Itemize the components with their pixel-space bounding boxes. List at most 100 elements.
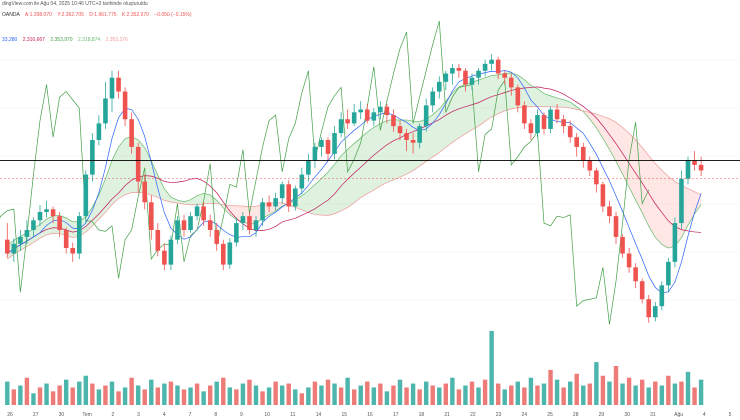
candle-body [306,160,311,175]
candle-body [129,119,134,147]
x-axis-tick-label: 17 [393,412,399,418]
candle-body [286,184,292,207]
volume-bar [338,387,344,405]
volume-bar [168,381,174,405]
ichimoku-cloud-segment [190,195,198,205]
x-axis-tick-label: 3 [137,412,140,418]
volume-bar [18,385,23,405]
volume-bar [312,381,318,405]
ichimoku-value: 33,280 [2,37,18,43]
candle-body [423,105,429,127]
ichimoku-cloud-segment [426,114,433,162]
volume-bar [96,389,102,405]
volume-bar [469,381,475,405]
ichimoku-span-b [7,106,702,260]
volume-bar [495,383,501,405]
candle-body [371,112,377,121]
candle-body [11,243,17,254]
ichimoku-base-line [7,86,702,254]
volume-bar [149,379,154,405]
volume-bar [240,383,246,405]
volume-bar [391,385,396,405]
volume-bar [201,391,206,405]
ohlc-high: Y:2.362.705 [57,12,84,18]
candle-body [338,119,344,134]
candle-body [561,119,566,127]
x-axis-tick-label: 16 [367,412,373,418]
x-axis-tick-label: 24 [522,412,528,418]
candle-body [63,230,69,248]
ichimoku-span-a [7,72,702,249]
volume-bar [535,385,540,405]
ichimoku-cloud-segment [609,118,616,162]
candle-body [528,123,534,134]
ichimoku-cloud-segment [622,127,630,188]
volume-bar [181,389,187,405]
volume-bar [515,381,521,405]
volume-bar [103,385,108,405]
candle-body [515,87,521,106]
volume-bar [371,387,377,405]
candle-body [116,77,121,92]
candle-body [181,220,187,230]
volume-bar [90,383,95,405]
volume-bar [253,385,259,405]
candle-body [4,239,10,254]
candle-body [476,70,481,78]
candle-body [646,299,652,318]
volume-bar [653,381,658,405]
volume-bar [293,389,298,405]
volume-bar [109,381,115,405]
volume-bar [626,377,632,405]
volume-bar [70,387,75,405]
x-axis-tick-label: 2 [111,412,114,418]
candle-body [240,216,246,224]
ohlc-change: −0.050 (−0.15%) [154,12,192,18]
volume-bar [541,383,547,405]
volume-bar [692,387,697,405]
x-axis-tick-label: 18 [419,412,425,418]
x-axis-tick-label: 26 [7,412,13,418]
ichimoku-cloud-segment [485,75,492,122]
volume-bar [319,385,324,405]
volume-bar [482,379,488,405]
candle-body [155,230,161,251]
x-axis-tick-label: 22 [470,412,476,418]
volume-bar [417,389,422,405]
volume-bar [639,379,645,405]
volume-bar [456,389,462,405]
volume-bar [299,393,305,405]
x-axis-tick-label: 30 [624,412,630,418]
volume-bar [325,379,331,405]
candle-body [548,109,553,129]
ichimoku-cloud-segment [105,160,112,213]
ichimoku-cloud-segment [341,149,348,211]
volume-bar [581,385,586,405]
volume-bar [50,391,56,405]
candle-body [260,202,265,221]
volume-bar [522,387,527,405]
volume-bar [659,385,665,405]
volume-bar [548,369,553,405]
candle-body [194,206,200,217]
candle-body [626,253,632,268]
volume-bar [397,379,403,405]
candle-body [397,126,403,134]
candle-body [685,160,691,179]
x-axis-tick-label: 27 [33,412,39,418]
volume-bar [332,383,337,405]
volume-bar [37,387,43,405]
volume-bar [116,391,121,405]
candle-body [410,140,416,143]
x-axis-tick-label: 15 [342,412,348,418]
candle-body [574,137,580,147]
ichimoku-cloud-segment [386,119,394,183]
volume-bar [443,383,449,405]
candle-body [175,220,180,240]
ohlc-legend: OANDA A:1.398.070 Y:2.362.705 D:1.961.77… [2,12,196,18]
candle-body [639,281,645,300]
candle-body [273,198,278,207]
volume-bar [260,391,265,405]
ichimoku-cloud-segment [655,163,662,245]
